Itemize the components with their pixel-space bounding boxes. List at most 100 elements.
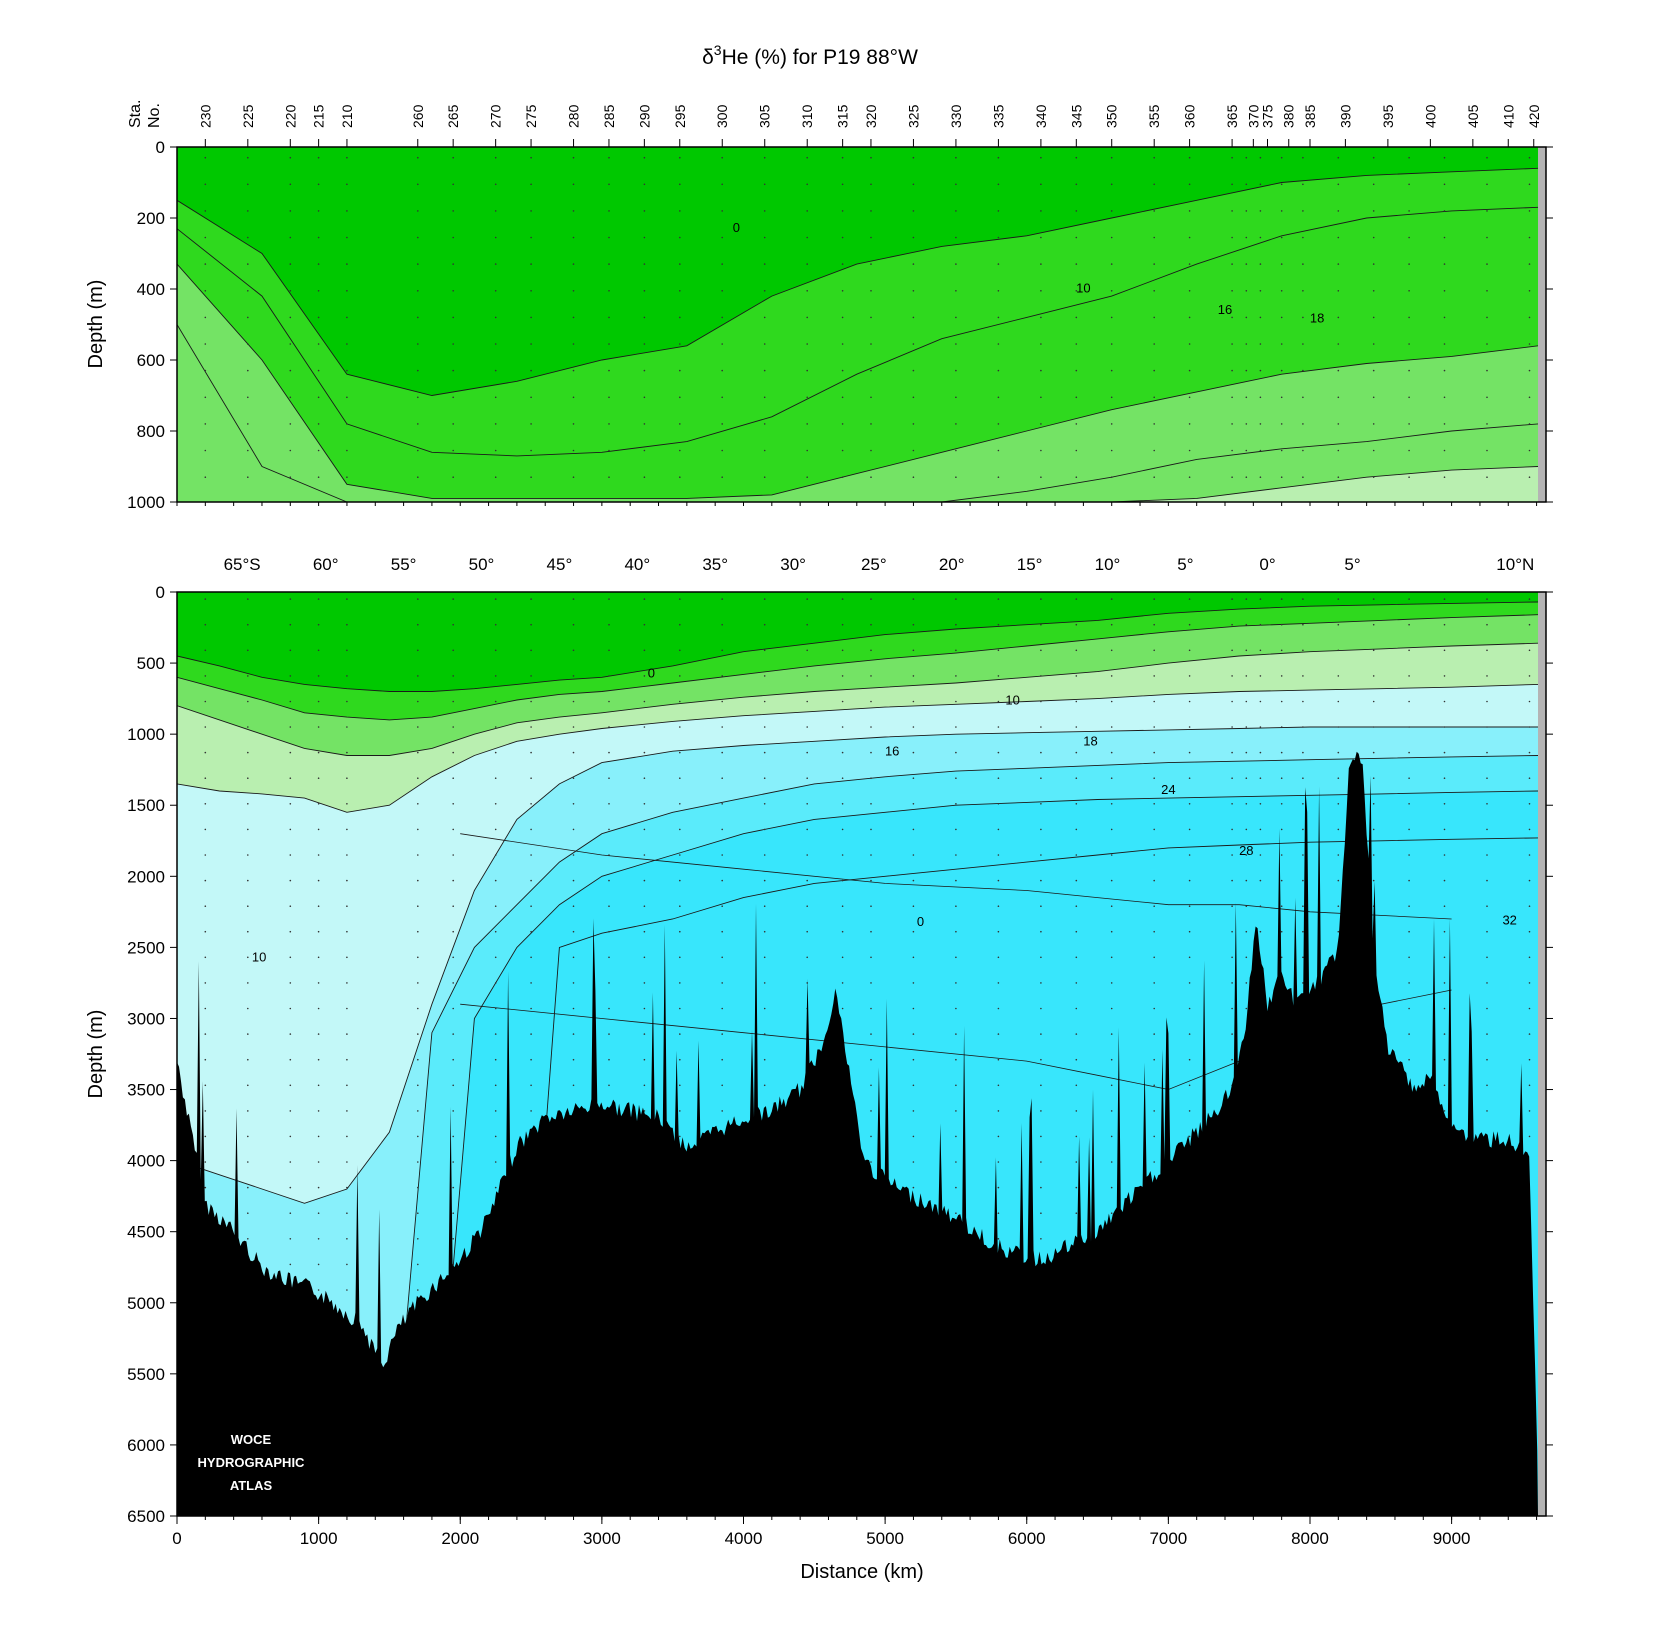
sample-dot <box>1302 930 1304 933</box>
sample-dot <box>1188 1007 1191 1010</box>
sample-dot <box>346 1263 348 1266</box>
sample-dot <box>763 879 766 882</box>
sample-dot <box>417 449 419 452</box>
sample-dot <box>1245 777 1248 779</box>
sample-dot <box>494 1161 497 1163</box>
station-label: 305 <box>757 104 773 128</box>
sample-dot <box>1153 828 1155 831</box>
sample-dot <box>204 905 207 907</box>
sample-dot <box>1443 930 1446 933</box>
contour-label: 16 <box>1218 302 1232 317</box>
sample-dot <box>608 396 610 399</box>
sample-dot <box>1528 649 1531 652</box>
sample-dot <box>608 956 610 959</box>
sample-dot <box>417 777 419 779</box>
sample-dot <box>870 236 872 239</box>
sample-dot <box>1188 156 1191 159</box>
sample-dot <box>1231 803 1233 805</box>
sample-dot <box>997 476 1000 479</box>
sample-dot <box>1040 905 1042 907</box>
sample-dot <box>204 1033 207 1035</box>
sample-dot <box>346 854 348 856</box>
sample-dot <box>806 777 808 779</box>
station-label: 345 <box>1068 104 1084 128</box>
sample-dot <box>417 263 419 265</box>
sample-dot <box>1486 1110 1488 1112</box>
sample-dot <box>1443 263 1446 265</box>
sample-dot <box>1110 675 1113 677</box>
sample-dot <box>1280 879 1283 882</box>
sample-dot <box>955 1110 957 1112</box>
sample-dot <box>452 649 455 652</box>
sample-dot <box>1110 183 1113 186</box>
sample-dot <box>1443 726 1446 728</box>
sample-dot <box>1486 1007 1488 1010</box>
sample-dot <box>1408 343 1410 345</box>
sample-dot <box>317 930 320 933</box>
sample-dot <box>1337 449 1340 452</box>
sample-dot <box>679 675 681 677</box>
sample-dot <box>247 1238 249 1240</box>
sample-dot <box>643 423 646 425</box>
sample-dot <box>608 649 610 652</box>
sample-dot <box>289 210 292 212</box>
sample-dot <box>1245 649 1248 652</box>
sample-dot <box>763 649 766 652</box>
sample-dot <box>204 183 207 186</box>
sample-dot <box>452 828 455 831</box>
sample-dot <box>643 1058 646 1061</box>
sample-dot <box>841 423 844 425</box>
sample-dot <box>494 803 497 805</box>
sample-dot <box>1075 828 1078 831</box>
band-fill <box>177 592 1538 1204</box>
sample-dot <box>643 879 646 882</box>
sample-dot <box>204 675 207 677</box>
lower-y-ticks: 0500100015002000250030003500400045005000… <box>127 583 1553 1526</box>
sample-dot <box>1486 675 1488 677</box>
sample-dot <box>572 1033 575 1035</box>
sample-dot <box>806 449 808 452</box>
sample-dot <box>763 449 766 452</box>
sample-dot <box>289 956 292 959</box>
sample-dot <box>317 905 320 907</box>
sample-dot <box>1040 1212 1042 1214</box>
sample-dot <box>1075 1084 1078 1087</box>
sample-dot <box>317 1058 320 1061</box>
sample-dot <box>1302 649 1304 652</box>
sample-dot <box>417 623 419 626</box>
sample-dot <box>204 423 207 425</box>
sample-dot <box>643 598 646 600</box>
sample-dot <box>1443 316 1446 319</box>
sample-dot <box>494 263 497 265</box>
sample-dot <box>417 1058 419 1061</box>
y-tick-label: 1000 <box>127 725 165 744</box>
sample-dot <box>1372 700 1375 703</box>
sample-dot <box>1075 726 1078 728</box>
contour-label: 10 <box>1076 281 1090 296</box>
sample-dot <box>317 1135 320 1138</box>
sample-dot <box>1443 449 1446 452</box>
sample-dot <box>841 751 844 754</box>
sample-dot <box>346 1135 348 1138</box>
sample-dot <box>572 879 575 882</box>
sample-dot <box>679 236 681 239</box>
sample-dot <box>763 930 766 933</box>
title-main: He (%) for P19 88°W <box>722 46 918 69</box>
sample-dot <box>289 675 292 677</box>
sample-dot <box>870 803 872 805</box>
sample-dot <box>1040 1161 1042 1163</box>
sample-dot <box>1153 396 1155 399</box>
sample-dot <box>912 1007 915 1010</box>
sample-dot <box>1337 675 1340 677</box>
sample-dot <box>1040 236 1042 239</box>
sample-dot <box>346 828 348 831</box>
sample-dot <box>806 930 808 933</box>
sample-dot <box>417 1263 419 1266</box>
sample-dot <box>806 700 808 703</box>
sample-dot <box>955 210 957 212</box>
contour-line <box>177 837 1539 1516</box>
sample-dot <box>1075 1058 1078 1061</box>
sample-dot <box>346 476 348 479</box>
sample-dot <box>1443 598 1446 600</box>
